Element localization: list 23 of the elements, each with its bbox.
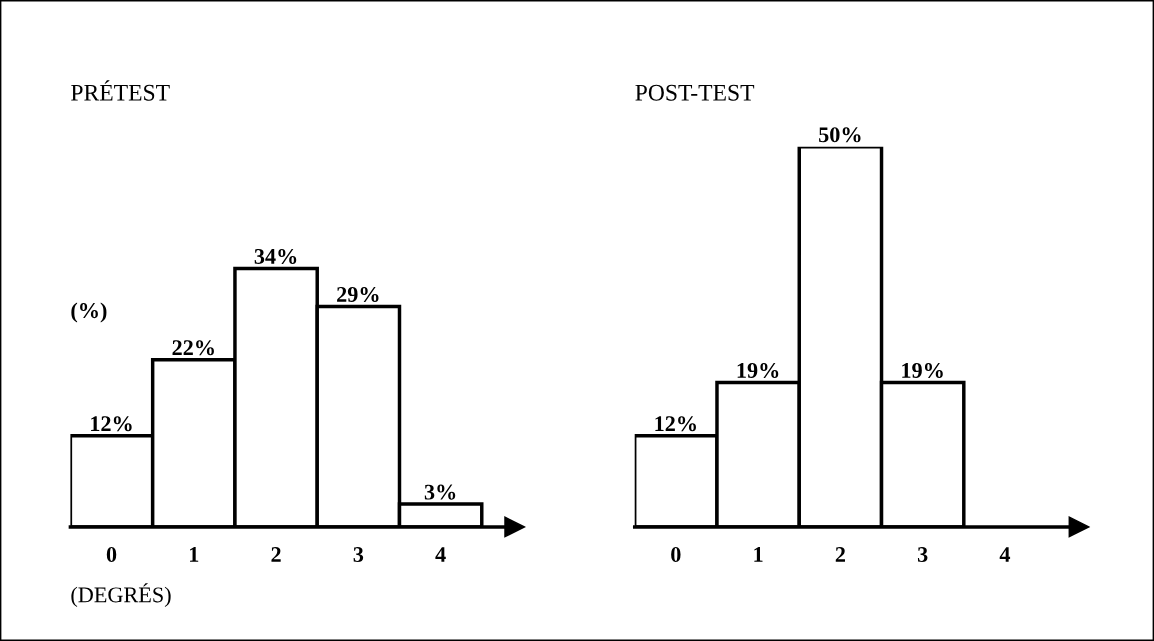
x-tick-label: 2	[271, 547, 281, 562]
x-tick-label: 1	[190, 547, 199, 562]
data-label: 29%	[337, 286, 379, 302]
chart-title: POST-TEST	[635, 84, 755, 101]
x-tick-label: 3	[353, 547, 364, 562]
x-tick-label: 3	[917, 547, 928, 562]
y-axis-title: (%)	[71, 302, 107, 323]
x-tick-label: 0	[671, 546, 681, 562]
data-label: 19%	[737, 362, 779, 379]
data-label: 12%	[655, 416, 696, 432]
chart-title: PRÉTEST	[71, 80, 170, 101]
x-tick-label: 0	[106, 546, 117, 562]
data-label: 22%	[172, 340, 214, 356]
data-label: 34%	[254, 248, 297, 264]
data-label: 3%	[424, 484, 456, 500]
x-tick-label: 2	[835, 547, 845, 562]
data-label: 12%	[91, 416, 132, 432]
x-axis-title: (DEGRÉS)	[71, 583, 171, 607]
data-label: 19%	[902, 362, 943, 379]
x-tick-label: 4	[999, 547, 1011, 562]
data-label: 50%	[819, 127, 861, 143]
x-tick-label: 4	[435, 547, 446, 562]
x-tick-label: 1	[754, 547, 763, 562]
